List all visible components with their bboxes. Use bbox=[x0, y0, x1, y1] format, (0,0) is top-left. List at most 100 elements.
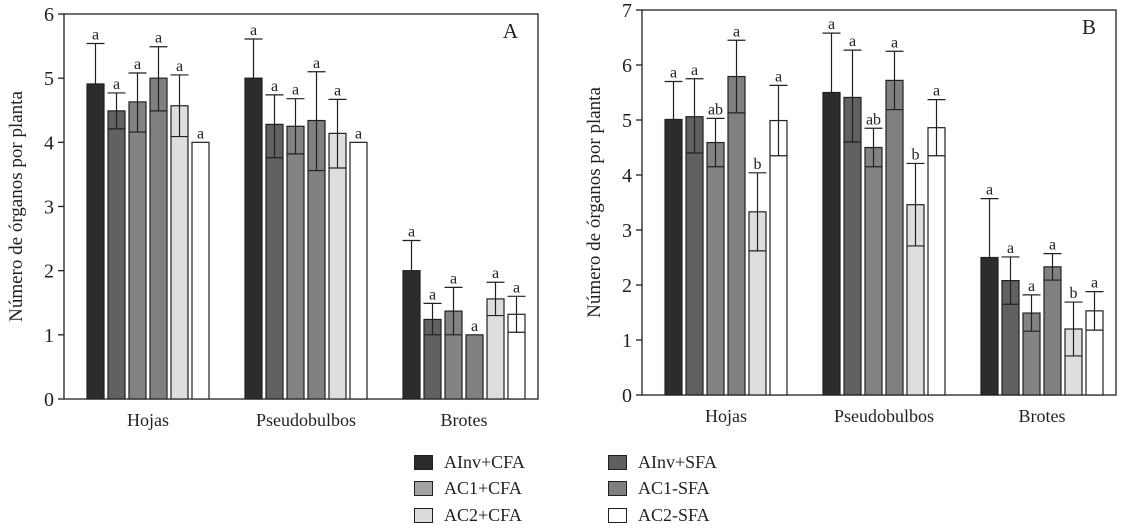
significance-label: ab bbox=[708, 101, 723, 118]
significance-label: a bbox=[1028, 278, 1035, 295]
legend-item-ac2-sfa: AC2-SFA bbox=[608, 503, 710, 527]
bar bbox=[885, 79, 904, 396]
bar bbox=[170, 105, 189, 400]
significance-label: a bbox=[891, 34, 898, 51]
x-category-label: Hojas bbox=[127, 410, 169, 430]
significance-label: a bbox=[176, 58, 183, 75]
y-axis-label: Número de órganos por planta bbox=[584, 87, 605, 318]
y-tick-label: 5 bbox=[622, 110, 632, 132]
significance-label: a bbox=[849, 33, 856, 50]
bar bbox=[402, 270, 421, 400]
bar bbox=[349, 141, 368, 400]
bar bbox=[244, 77, 263, 400]
y-tick-label: 1 bbox=[44, 325, 54, 347]
y-tick-label: 6 bbox=[622, 55, 632, 77]
bar bbox=[286, 125, 305, 400]
significance-label: a bbox=[733, 23, 740, 40]
bar bbox=[664, 118, 683, 396]
bar bbox=[149, 77, 168, 400]
bar bbox=[1043, 266, 1062, 396]
significance-label: a bbox=[933, 83, 940, 100]
significance-label: a bbox=[1007, 240, 1014, 257]
legend-item-ainv-sfa: AInv+SFA bbox=[608, 450, 717, 474]
y-tick-label: 2 bbox=[44, 261, 54, 283]
significance-label: a bbox=[828, 16, 835, 33]
figure: 0 1 2 3 4 5 6 Número de órganos por planta A Hoja… bbox=[6, 0, 1117, 430]
y-tick-label: 0 bbox=[44, 389, 54, 411]
legend-swatch bbox=[414, 454, 433, 470]
x-category-label: Brotes bbox=[1019, 406, 1066, 426]
y-tick-label: 4 bbox=[44, 132, 54, 154]
legend-item-ac1-sfa: AC1-SFA bbox=[608, 476, 710, 500]
legend-label: AInv+CFA bbox=[444, 451, 525, 472]
legend-label: AC2+CFA bbox=[444, 504, 522, 525]
legend-label: AC2-SFA bbox=[638, 504, 710, 525]
y-tick-label: 4 bbox=[622, 165, 632, 187]
y-tick-label: 5 bbox=[44, 68, 54, 90]
x-category-label: Hojas bbox=[705, 406, 747, 426]
legend-item-ac1-cfa: AC1+CFA bbox=[414, 476, 522, 500]
chart-panel-b: 0 1 2 3 4 5 6 7 Número de órganos por planta B Hoj… bbox=[584, 0, 1117, 426]
significance-label: a bbox=[670, 65, 677, 82]
significance-label: a bbox=[691, 62, 698, 79]
y-tick-label: 6 bbox=[44, 4, 54, 26]
panel-label: A bbox=[503, 19, 519, 43]
significance-label: a bbox=[355, 125, 362, 142]
y-tick-label: 7 bbox=[622, 0, 632, 22]
significance-label: a bbox=[134, 56, 141, 73]
panel-label: B bbox=[1082, 15, 1096, 39]
bar bbox=[822, 91, 841, 396]
significance-label: a bbox=[292, 82, 299, 99]
bar bbox=[706, 141, 725, 396]
bar bbox=[128, 101, 147, 400]
significance-label: a bbox=[313, 55, 320, 72]
significance-label: a bbox=[271, 78, 278, 95]
significance-label: a bbox=[92, 27, 99, 44]
chart-panel-a: 0 1 2 3 4 5 6 Número de órganos por planta A Hoja… bbox=[6, 4, 539, 430]
legend-item-ac2-cfa: AC2+CFA bbox=[414, 503, 522, 527]
x-category-label: Brotes bbox=[441, 410, 488, 430]
significance-label: a bbox=[250, 22, 257, 39]
significance-label: a bbox=[513, 279, 520, 296]
y-tick-label: 2 bbox=[622, 275, 632, 297]
bar bbox=[864, 146, 883, 396]
bar bbox=[980, 256, 999, 396]
legend-label: AC1+CFA bbox=[444, 477, 522, 498]
significance-label: a bbox=[334, 82, 341, 99]
x-category-label: Pseudobulbos bbox=[834, 406, 934, 426]
y-tick-label: 3 bbox=[44, 197, 54, 219]
significance-label: a bbox=[471, 318, 478, 335]
legend-swatch bbox=[608, 480, 627, 496]
x-category-label: Pseudobulbos bbox=[256, 410, 356, 430]
bar bbox=[727, 75, 746, 396]
significance-label: a bbox=[1049, 237, 1056, 254]
legend-item-ainv-cfa: AInv+CFA bbox=[414, 450, 525, 474]
significance-label: a bbox=[429, 286, 436, 303]
y-tick-label: 1 bbox=[622, 330, 632, 352]
bar bbox=[107, 110, 126, 400]
significance-label: a bbox=[113, 76, 120, 93]
significance-label: a bbox=[986, 182, 993, 199]
bar bbox=[265, 123, 284, 400]
bar bbox=[769, 119, 788, 396]
significance-label: b bbox=[754, 156, 762, 173]
y-tick-label: 3 bbox=[622, 220, 632, 242]
significance-label: ab bbox=[866, 111, 881, 128]
bar bbox=[927, 127, 946, 396]
significance-label: a bbox=[775, 68, 782, 85]
legend-swatch bbox=[608, 454, 627, 470]
legend-label: AInv+SFA bbox=[638, 451, 717, 472]
bar bbox=[191, 141, 210, 400]
significance-label: a bbox=[408, 224, 415, 241]
significance-label: a bbox=[492, 265, 499, 282]
bar bbox=[328, 132, 347, 400]
y-tick-label: 0 bbox=[622, 385, 632, 407]
significance-label: a bbox=[450, 270, 457, 287]
legend-swatch bbox=[414, 507, 433, 523]
y-axis-label: Número de órganos por planta bbox=[6, 91, 27, 322]
significance-label: a bbox=[1091, 275, 1098, 292]
legend-swatch bbox=[414, 480, 433, 496]
significance-label: a bbox=[197, 125, 204, 142]
bar bbox=[685, 116, 704, 396]
legend-swatch bbox=[608, 507, 627, 523]
